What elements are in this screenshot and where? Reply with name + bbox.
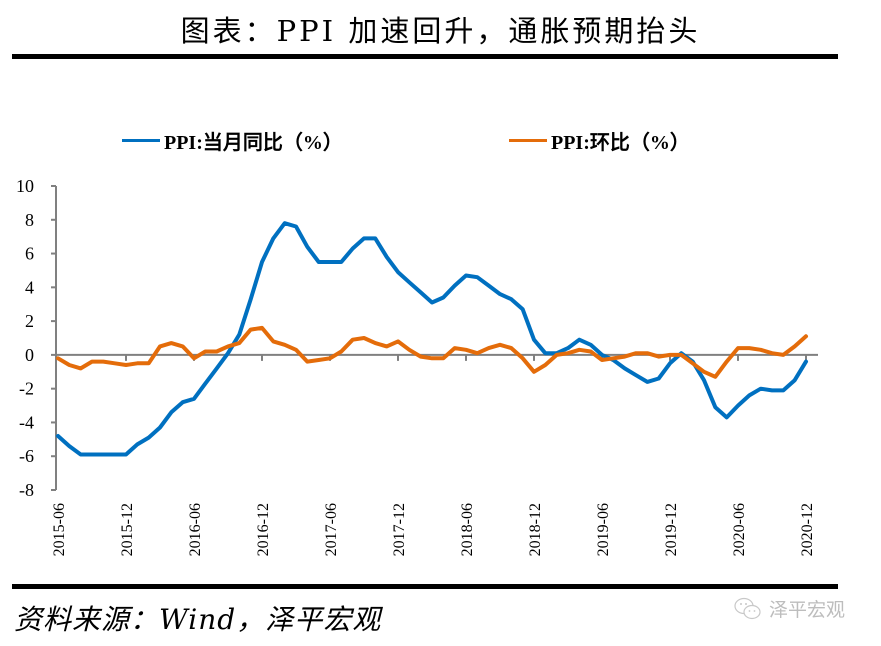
legend-item-mom: PPI:环比（%）: [509, 126, 690, 155]
y-tick-label: 10: [16, 176, 34, 196]
x-tick-label: 2018-12: [527, 503, 544, 556]
chart-legend: PPI:当月同比（%） PPI:环比（%）: [0, 126, 881, 156]
legend-swatch-mom: [509, 139, 547, 142]
y-tick-label: 6: [25, 244, 34, 264]
source-note: 资料来源：Wind，泽平宏观: [14, 603, 382, 636]
figure-title: 图表：PPI 加速回升，通胀预期抬头: [180, 14, 701, 48]
x-tick-label: 2015-06: [51, 503, 68, 556]
y-tick-label: 8: [25, 210, 34, 230]
top-rule: [12, 54, 838, 59]
x-tick-label: 2018-06: [459, 503, 476, 556]
series-layer: [56, 221, 808, 457]
x-tick-label: 2016-06: [187, 503, 204, 556]
x-tick-label: 2019-06: [595, 503, 612, 556]
y-tick-label: 2: [25, 311, 34, 331]
series-line-ppi-yoy: [56, 221, 808, 457]
y-tick-label: -8: [19, 480, 34, 500]
x-tick-label: 2019-12: [663, 503, 680, 556]
legend-label-yoy: PPI:当月同比（%）: [164, 132, 343, 154]
legend-label-mom: PPI:环比（%）: [551, 132, 690, 154]
watermark-text: 泽平宏观: [769, 599, 846, 621]
y-tick-label: -2: [19, 379, 34, 399]
x-tick-label: 2015-12: [119, 503, 136, 556]
legend-item-yoy: PPI:当月同比（%）: [122, 126, 343, 155]
bottom-rule: [12, 584, 838, 589]
x-axis: 2015-06 2015-12 2016-06 2016-12 2017-06 2017-…: [51, 353, 818, 556]
y-tick-label: -4: [19, 412, 34, 432]
x-tick-label: 2020-06: [731, 503, 748, 556]
y-tick-label: 0: [25, 345, 34, 365]
wechat-icon: [734, 597, 761, 619]
y-axis: 10 8 6 4 2 0 -2 -4 -6 -8: [16, 176, 57, 500]
series-line-ppi-mom: [56, 325, 808, 379]
x-tick-label: 2017-12: [391, 503, 408, 556]
y-tick-label: -6: [19, 446, 34, 466]
watermark: 泽平宏观: [733, 595, 845, 622]
x-tick-label: 2020-12: [799, 503, 816, 556]
x-tick-label: 2016-12: [255, 503, 272, 556]
x-tick-label: 2017-06: [323, 503, 340, 556]
y-tick-label: 4: [25, 277, 34, 297]
legend-swatch-yoy: [122, 139, 160, 142]
